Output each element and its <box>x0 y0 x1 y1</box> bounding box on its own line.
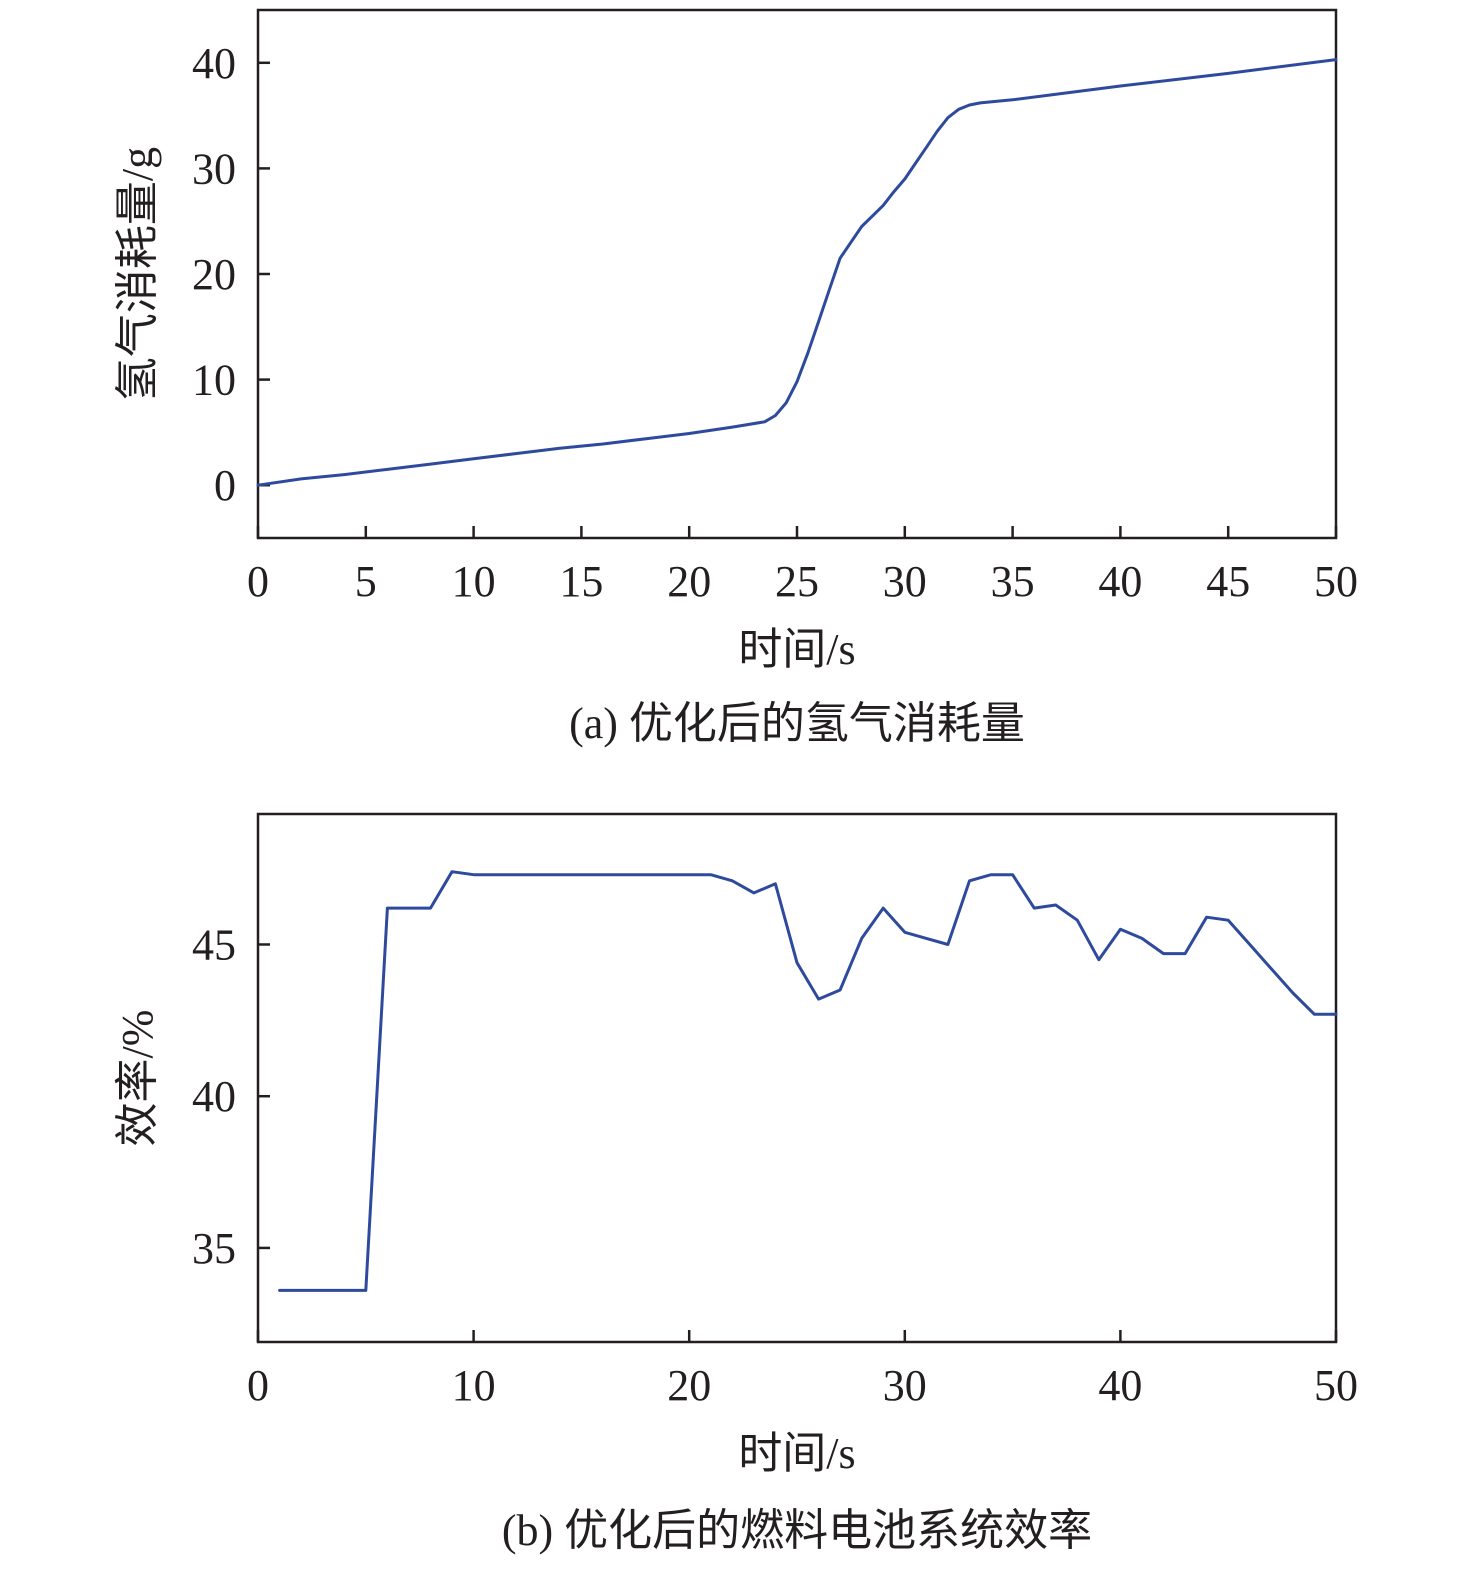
x-tick-label-b: 10 <box>452 1361 496 1410</box>
plot-frame-a <box>256 8 1338 540</box>
y-axis-title-b: 效率/% <box>113 1010 162 1147</box>
axis-ticks-b: 0 10 20 30 40 50 35 40 45 <box>192 920 1358 1410</box>
y-axis-title-a: 氢气消耗量/g <box>113 147 162 401</box>
axis-ticks-a: 0 5 10 15 20 25 30 35 40 45 50 0 10 20 30 40 <box>192 39 1358 606</box>
plot-frame-b <box>256 812 1338 1344</box>
x-tick-label-b: 40 <box>1098 1361 1142 1410</box>
series-group-b <box>278 870 1338 1292</box>
y-tick-label-a: 40 <box>192 39 236 88</box>
x-tick-label-a: 30 <box>883 557 927 606</box>
x-tick-label-a: 15 <box>559 557 603 606</box>
y-tick-label-a: 0 <box>214 461 236 510</box>
x-tick-label-b: 50 <box>1314 1361 1358 1410</box>
caption-a: (a) 优化后的氢气消耗量 <box>569 699 1025 748</box>
x-tick-label-a: 0 <box>247 557 269 606</box>
x-tick-label-a: 5 <box>355 557 377 606</box>
x-tick-label-a: 45 <box>1206 557 1250 606</box>
x-tick-label-a: 10 <box>452 557 496 606</box>
chart-panel-b: 0 10 20 30 40 50 35 40 45 时间/s 效率/% (b) 优化后的燃料电池… <box>113 812 1358 1555</box>
x-tick-label-a: 50 <box>1314 557 1358 606</box>
y-tick-label-a: 20 <box>192 250 236 299</box>
caption-b: (b) 优化后的燃料电池系统效率 <box>502 1506 1092 1555</box>
y-tick-label-b: 45 <box>192 920 236 969</box>
y-tick-label-b: 40 <box>192 1072 236 1121</box>
series-line-a <box>256 58 1338 487</box>
x-tick-label-b: 30 <box>883 1361 927 1410</box>
series-group-a <box>256 58 1338 487</box>
chart-panel-a: 0 5 10 15 20 25 30 35 40 45 50 0 10 20 30 40 时间/s 氢气消耗量… <box>113 8 1358 748</box>
x-axis-title-a: 时间/s <box>738 625 855 674</box>
x-tick-label-a: 25 <box>775 557 819 606</box>
y-tick-label-b: 35 <box>192 1224 236 1273</box>
x-tick-label-b: 0 <box>247 1361 269 1410</box>
x-tick-label-b: 20 <box>667 1361 711 1410</box>
x-tick-label-a: 35 <box>991 557 1035 606</box>
x-tick-label-a: 20 <box>667 557 711 606</box>
x-axis-title-b: 时间/s <box>738 1429 855 1478</box>
y-tick-label-a: 30 <box>192 144 236 193</box>
series-line-b <box>278 870 1338 1292</box>
y-tick-label-a: 10 <box>192 356 236 405</box>
x-tick-label-a: 40 <box>1098 557 1142 606</box>
